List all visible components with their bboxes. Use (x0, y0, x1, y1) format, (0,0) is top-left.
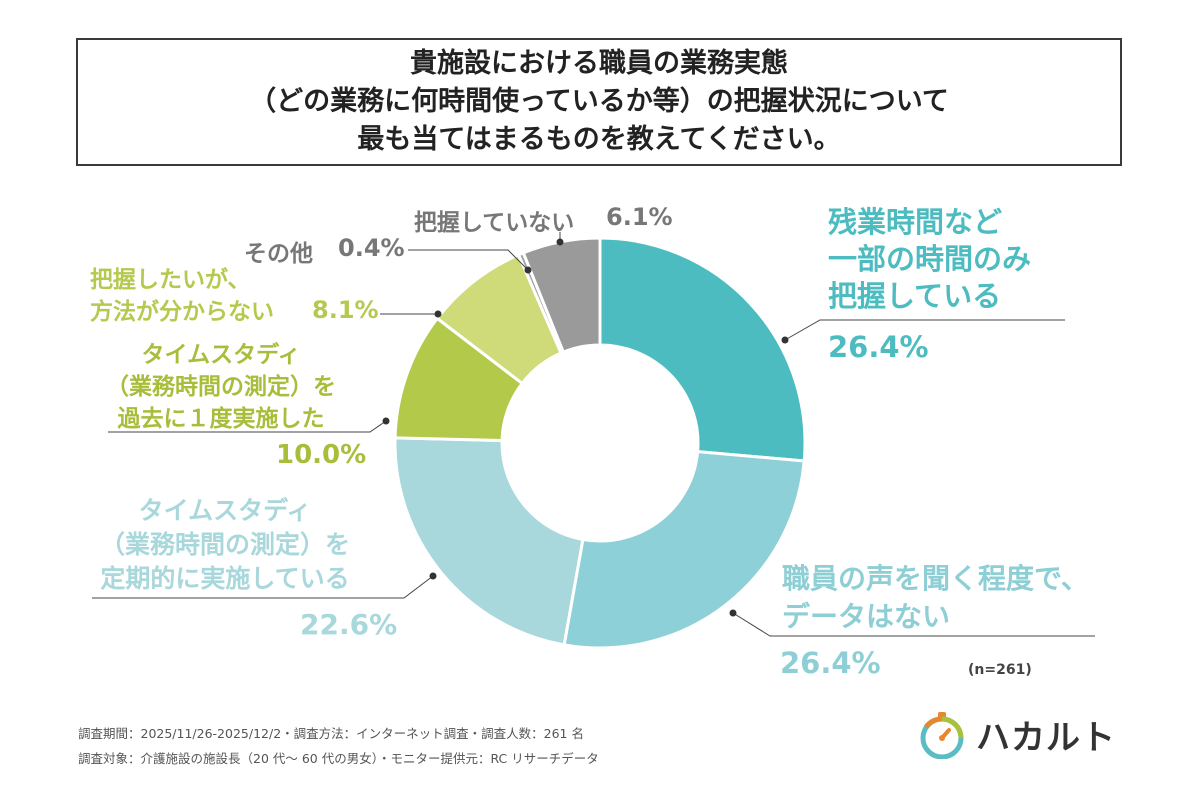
leader-study-once (108, 420, 387, 433)
label-partial-hours-line-3: 把握している (828, 279, 1002, 313)
chart-title-line-1: 貴施設における職員の業務実態 (410, 48, 788, 79)
label-voices-only: 職員の声を聞く程度で、 データはない (782, 560, 1089, 636)
value-voices-only: 26.4% (780, 646, 881, 680)
label-want-to-line-1: 把握したいが、 (90, 267, 251, 293)
label-study-regular: タイムスタディ （業務時間の測定）を 定期的に実施している (100, 494, 350, 596)
footer-survey-period: 調査期間：2025/11/26-2025/12/2・調査方法：インターネット調査… (78, 726, 584, 741)
leader-partial-hours (784, 319, 1065, 341)
value-want-to: 8.1% (312, 296, 379, 324)
label-want-to: 把握したいが、 方法が分からない (90, 264, 274, 328)
label-partial-hours: 残業時間など 一部の時間のみ 把握している (828, 204, 1031, 315)
value-not-grasping: 6.1% (606, 203, 673, 231)
label-study-regular-line-1: タイムスタディ (138, 496, 312, 525)
label-voices-only-line-2: データはない (782, 600, 951, 633)
value-other: 0.4% (338, 234, 405, 262)
label-study-once-line-1: タイムスタディ (141, 342, 301, 368)
value-study-regular: 22.6% (300, 608, 398, 641)
label-study-once-line-3: 過去に１度実施した (117, 406, 325, 432)
value-study-once: 10.0% (276, 440, 367, 470)
leader-voices-only (732, 612, 1095, 637)
label-partial-hours-line-1: 残業時間など (828, 205, 1003, 239)
slice-study-regular (393, 436, 585, 647)
brand-logo: ハカルト (918, 710, 1116, 759)
leader-want-to-dot (434, 310, 442, 318)
label-partial-hours-line-2: 一部の時間のみ (828, 242, 1032, 276)
footer-survey-target: 調査対象：介護施設の施設長（20 代～ 60 代の男女）・モニター提供元：RC … (78, 751, 599, 766)
slice-not-grasping (521, 236, 602, 355)
leader-not-grasping-dot (556, 238, 564, 246)
brand-name: ハカルト (976, 718, 1116, 758)
leader-other-dot (524, 266, 532, 274)
leader-study-regular-dot (429, 572, 437, 580)
slice-partial-hours (598, 236, 807, 463)
label-other: その他 (244, 241, 313, 267)
sample-size: (n=261) (968, 662, 1032, 678)
label-study-regular-line-3: 定期的に実施している (100, 564, 350, 593)
label-study-once: タイムスタディ （業務時間の測定）を 過去に１度実施した (106, 339, 336, 435)
slice-voices-only (562, 449, 806, 650)
chart-title-line-2: （どの業務に何時間使っているか等）の把握状況について (249, 86, 949, 117)
label-study-regular-line-2: （業務時間の測定）を (100, 530, 351, 559)
leader-voices-only-dot (729, 609, 737, 617)
leader-partial-hours-dot (781, 336, 789, 344)
leader-study-once-dot (382, 417, 390, 425)
stopwatch-logo-icon (920, 711, 964, 759)
leader-study-regular (92, 575, 434, 599)
label-voices-only-line-1: 職員の声を聞く程度で、 (782, 562, 1089, 595)
chart-title-box: 貴施設における職員の業務実態 （どの業務に何時間使っているか等）の把握状況につい… (76, 38, 1122, 166)
label-study-once-line-2: （業務時間の測定）を (106, 374, 336, 400)
label-want-to-line-2: 方法が分からない (90, 299, 274, 325)
leader-other (408, 249, 529, 271)
label-not-grasping: 把握していない (414, 210, 575, 236)
chart-title-line-3: 最も当てはまるものを教えてください。 (357, 124, 841, 155)
value-partial-hours: 26.4% (828, 330, 929, 364)
